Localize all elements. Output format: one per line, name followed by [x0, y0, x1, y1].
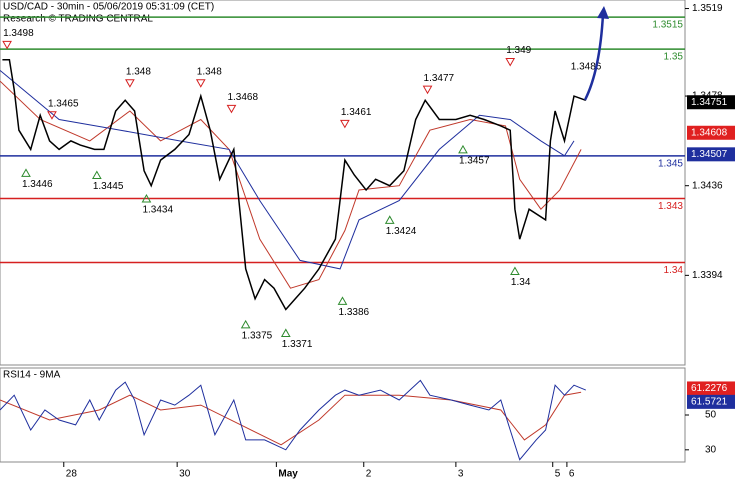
high-label: 1.3468: [227, 92, 258, 103]
high-marker: [2, 40, 12, 50]
x-tick-label: 2: [366, 469, 372, 480]
y-tick-label: 1.3394: [692, 270, 723, 281]
x-tick-label: 6: [569, 469, 575, 480]
low-marker: [337, 296, 348, 305]
low-marker: [240, 319, 251, 329]
x-tick-label: 5: [555, 469, 561, 480]
low-label: 1.3371: [282, 339, 313, 350]
moving-average: [0, 70, 575, 270]
arrow-line: [583, 13, 605, 101]
high-marker: [125, 79, 135, 88]
price-label: 1.3486: [571, 62, 602, 73]
low-marker: [21, 168, 31, 177]
high-marker: [226, 104, 237, 114]
rsi-tick-label: 30: [705, 444, 717, 455]
rsi-tick-label: 50: [705, 410, 717, 421]
last-value-label: 1.34608: [691, 127, 728, 138]
high-label: 1.348: [126, 66, 151, 77]
rsi-title: RSI14 - 9MA: [3, 370, 61, 381]
x-tick-label: 30: [179, 469, 191, 480]
high-label: 1.348: [197, 66, 222, 77]
last-value-box: [687, 125, 735, 140]
level-label: 1.345: [658, 158, 683, 169]
low-marker: [510, 266, 520, 276]
high-label: 1.3461: [341, 107, 372, 118]
last-value-box: [687, 147, 735, 162]
low-label: 1.3446: [22, 179, 53, 190]
low-label: 1.3424: [386, 226, 417, 237]
rsi-line: [0, 379, 586, 461]
last-value-label: 1.34751: [691, 97, 728, 108]
level-label: 1.34: [664, 265, 684, 276]
chart-subtitle: Research © TRADING CENTRAL: [3, 14, 153, 25]
low-label: 1.34: [511, 277, 531, 288]
last-value-label: 61.5721: [691, 396, 728, 407]
level-label: 1.3515: [652, 20, 683, 31]
low-marker: [91, 170, 102, 179]
last-value-box: [687, 381, 735, 396]
price-line: [2, 59, 587, 311]
low-label: 1.3434: [142, 205, 173, 216]
low-marker: [280, 328, 291, 337]
low-marker: [458, 144, 468, 154]
high-label: 1.349: [506, 45, 531, 56]
y-tick-label: 1.3519: [692, 3, 723, 14]
last-value-box: [687, 95, 735, 110]
last-value-label: 61.2276: [691, 383, 728, 394]
high-label: 1.3477: [424, 73, 455, 84]
rsi-panel: [0, 367, 686, 463]
low-label: 1.3375: [242, 331, 273, 342]
arrow-head: [597, 6, 609, 19]
low-label: 1.3386: [339, 307, 370, 318]
high-marker: [195, 79, 206, 88]
level-label: 1.343: [658, 201, 683, 212]
low-marker: [384, 215, 395, 224]
x-tick-label: 28: [66, 469, 78, 480]
last-value-box: [687, 394, 735, 409]
high-marker: [47, 111, 57, 120]
x-tick-label: May: [278, 469, 298, 480]
high-marker: [422, 85, 433, 95]
chart-title: USD/CAD - 30min - 05/06/2019 05:31:09 (C…: [3, 2, 214, 13]
level-label: 1.35: [664, 52, 684, 63]
last-value-label: 1.34507: [691, 149, 728, 160]
y-tick-label: 1.3436: [692, 180, 723, 191]
high-marker: [340, 119, 350, 129]
high-label: 1.3498: [3, 28, 34, 39]
high-marker: [505, 57, 516, 67]
target-arrow: [583, 6, 609, 101]
x-tick-label: 3: [458, 469, 464, 480]
low-label: 1.3445: [93, 181, 124, 192]
high-label: 1.3465: [48, 98, 79, 109]
low-marker: [141, 193, 152, 203]
low-label: 1.3457: [459, 156, 490, 167]
rsi-ma-line: [0, 391, 582, 446]
